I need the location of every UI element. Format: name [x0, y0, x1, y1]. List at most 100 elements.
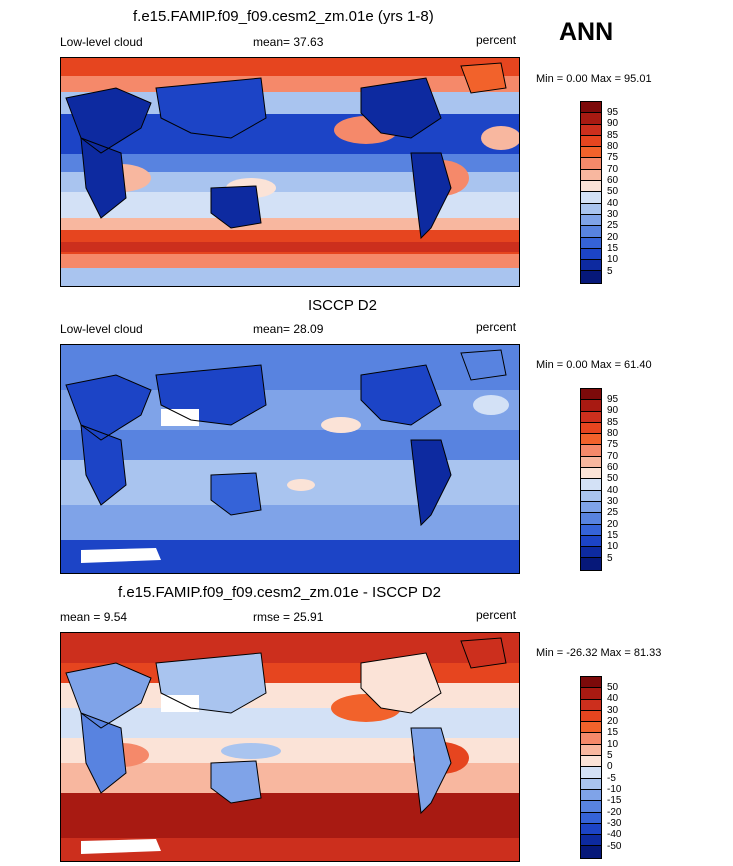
colorbar-tick-label: 95 — [607, 394, 619, 405]
colorbar-tick-label: 80 — [607, 428, 619, 439]
colorbar-tick-label: 70 — [607, 164, 619, 175]
panel2-map — [60, 344, 520, 574]
panel1-colorbar-swatch — [581, 203, 601, 215]
panel3-minmax: Min = -26.32 Max = 81.33 — [536, 647, 662, 659]
panel1-colorbar — [580, 101, 602, 284]
colorbar-tick-label: -15 — [607, 795, 622, 806]
panel1-map-field — [61, 58, 519, 286]
panel2-colorbar-swatch — [581, 501, 601, 514]
colorbar-tick-label: 90 — [607, 405, 619, 416]
panel1-left-label: Low-level cloud — [60, 35, 143, 49]
panel2-colorbar-swatch — [581, 411, 601, 423]
panel2-title: ISCCP D2 — [308, 297, 377, 314]
colorbar-tick-label: 30 — [607, 209, 619, 220]
panel2-colorbar-swatch — [581, 445, 601, 457]
panel1-colorbar-swatch — [581, 237, 601, 249]
panel3-colorbar-swatch — [581, 688, 601, 700]
panel2-map-field — [61, 345, 519, 573]
colorbar-tick-label: 5 — [607, 553, 613, 564]
colorbar-tick-label: 10 — [607, 739, 619, 750]
panel1-colorbar-swatch — [581, 248, 601, 261]
colorbar-tick-label: 30 — [607, 705, 619, 716]
colorbar-tick-label: 95 — [607, 107, 619, 118]
colorbar-tick-label: 10 — [607, 541, 619, 552]
panel3-map-field — [61, 633, 519, 861]
colorbar-tick-label: 50 — [607, 473, 619, 484]
panel1-colorbar-swatch — [581, 214, 601, 227]
panel3-colorbar-swatch — [581, 823, 601, 836]
panel1-colorbar-swatch — [581, 271, 601, 283]
colorbar-tick-label: -40 — [607, 829, 622, 840]
colorbar-tick-label: 60 — [607, 175, 619, 186]
panel3-colorbar-swatch — [581, 778, 601, 790]
colorbar-tick-label: 60 — [607, 462, 619, 473]
colorbar-tick-label: -5 — [607, 773, 616, 784]
colorbar-tick-label: 50 — [607, 186, 619, 197]
colorbar-tick-label: 85 — [607, 130, 619, 141]
panel2-colorbar-swatch — [581, 468, 601, 480]
panel2-left-label: Low-level cloud — [60, 322, 143, 336]
panel2-units: percent — [476, 320, 517, 334]
colorbar-tick-label: -10 — [607, 784, 622, 795]
panel3-colorbar-swatch — [581, 835, 601, 847]
colorbar-tick-label: 15 — [607, 530, 619, 541]
colorbar-tick-label: -20 — [607, 807, 622, 818]
colorbar-tick-label: 25 — [607, 220, 619, 231]
panel1-colorbar-swatch — [581, 260, 601, 272]
colorbar-tick-label: 0 — [607, 761, 613, 772]
panel3-colorbar-swatch — [581, 710, 601, 723]
colorbar-tick-label: 75 — [607, 152, 619, 163]
panel1-colorbar-swatch — [581, 102, 601, 114]
panel2-colorbar-swatch — [581, 513, 601, 525]
panel1-colorbar-swatch — [581, 113, 601, 125]
panel2-minmax: Min = 0.00 Max = 61.40 — [536, 359, 652, 371]
panel3-colorbar-swatch — [581, 756, 601, 768]
panel3-colorbar-swatch — [581, 846, 601, 858]
panel1-minmax: Min = 0.00 Max = 95.01 — [536, 73, 652, 85]
panel3-colorbar-swatch — [581, 767, 601, 779]
panel3-colorbar-swatch — [581, 812, 601, 824]
panel3-colorbar-swatch — [581, 733, 601, 745]
panel1-colorbar-swatch — [581, 124, 601, 136]
panel2-colorbar-swatch — [581, 434, 601, 446]
panel1-colorbar-swatch — [581, 158, 601, 170]
colorbar-tick-label: 15 — [607, 243, 619, 254]
colorbar-tick-label: 70 — [607, 451, 619, 462]
panel2-colorbar-swatch — [581, 535, 601, 548]
colorbar-tick-label: 40 — [607, 693, 619, 704]
colorbar-tick-label: 85 — [607, 417, 619, 428]
panel1-mean: mean= 37.63 — [253, 35, 324, 49]
season-label: ANN — [559, 18, 614, 46]
panel3-colorbar-swatch — [581, 744, 601, 757]
panel2-colorbar-swatch — [581, 558, 601, 570]
colorbar-tick-label: 50 — [607, 682, 619, 693]
panel3-mean: mean = 9.54 — [60, 610, 128, 624]
colorbar-tick-label: 20 — [607, 232, 619, 243]
colorbar-tick-label: 25 — [607, 507, 619, 518]
colorbar-tick-label: 40 — [607, 198, 619, 209]
panel2-colorbar-swatch — [581, 422, 601, 435]
panel3-colorbar-swatch — [581, 722, 601, 734]
panel1-colorbar-swatch — [581, 135, 601, 148]
panel2-colorbar-swatch — [581, 456, 601, 469]
panel2-colorbar-swatch — [581, 547, 601, 559]
colorbar-tick-label: 20 — [607, 519, 619, 530]
colorbar-tick-label: 20 — [607, 716, 619, 727]
panel3-title: f.e15.FAMIP.f09_f09.cesm2_zm.01e - ISCCP… — [118, 584, 441, 601]
colorbar-tick-label: 40 — [607, 485, 619, 496]
colorbar-tick-label: 5 — [607, 266, 613, 277]
panel3-units: percent — [476, 608, 517, 622]
panel1-title: f.e15.FAMIP.f09_f09.cesm2_zm.01e (yrs 1-… — [133, 8, 434, 25]
colorbar-tick-label: -50 — [607, 841, 622, 852]
colorbar-tick-label: 10 — [607, 254, 619, 265]
colorbar-tick-label: 75 — [607, 439, 619, 450]
panel3-colorbar-swatch — [581, 677, 601, 689]
panel3-colorbar-swatch — [581, 801, 601, 813]
panel1-colorbar-swatch — [581, 181, 601, 193]
panel3-colorbar-swatch — [581, 699, 601, 711]
panel3-rmse: rmse = 25.91 — [253, 610, 324, 624]
panel2-colorbar-swatch — [581, 524, 601, 536]
panel2-colorbar — [580, 388, 602, 571]
colorbar-tick-label: -30 — [607, 818, 622, 829]
panel3-colorbar — [580, 676, 602, 859]
